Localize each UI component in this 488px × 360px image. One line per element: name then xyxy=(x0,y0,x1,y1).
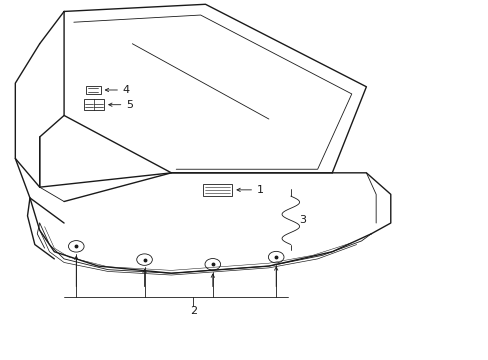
Text: 2: 2 xyxy=(189,306,197,316)
Text: 4: 4 xyxy=(122,85,129,95)
Text: 3: 3 xyxy=(299,215,306,225)
Text: 1: 1 xyxy=(256,185,263,195)
Text: 5: 5 xyxy=(126,100,133,110)
